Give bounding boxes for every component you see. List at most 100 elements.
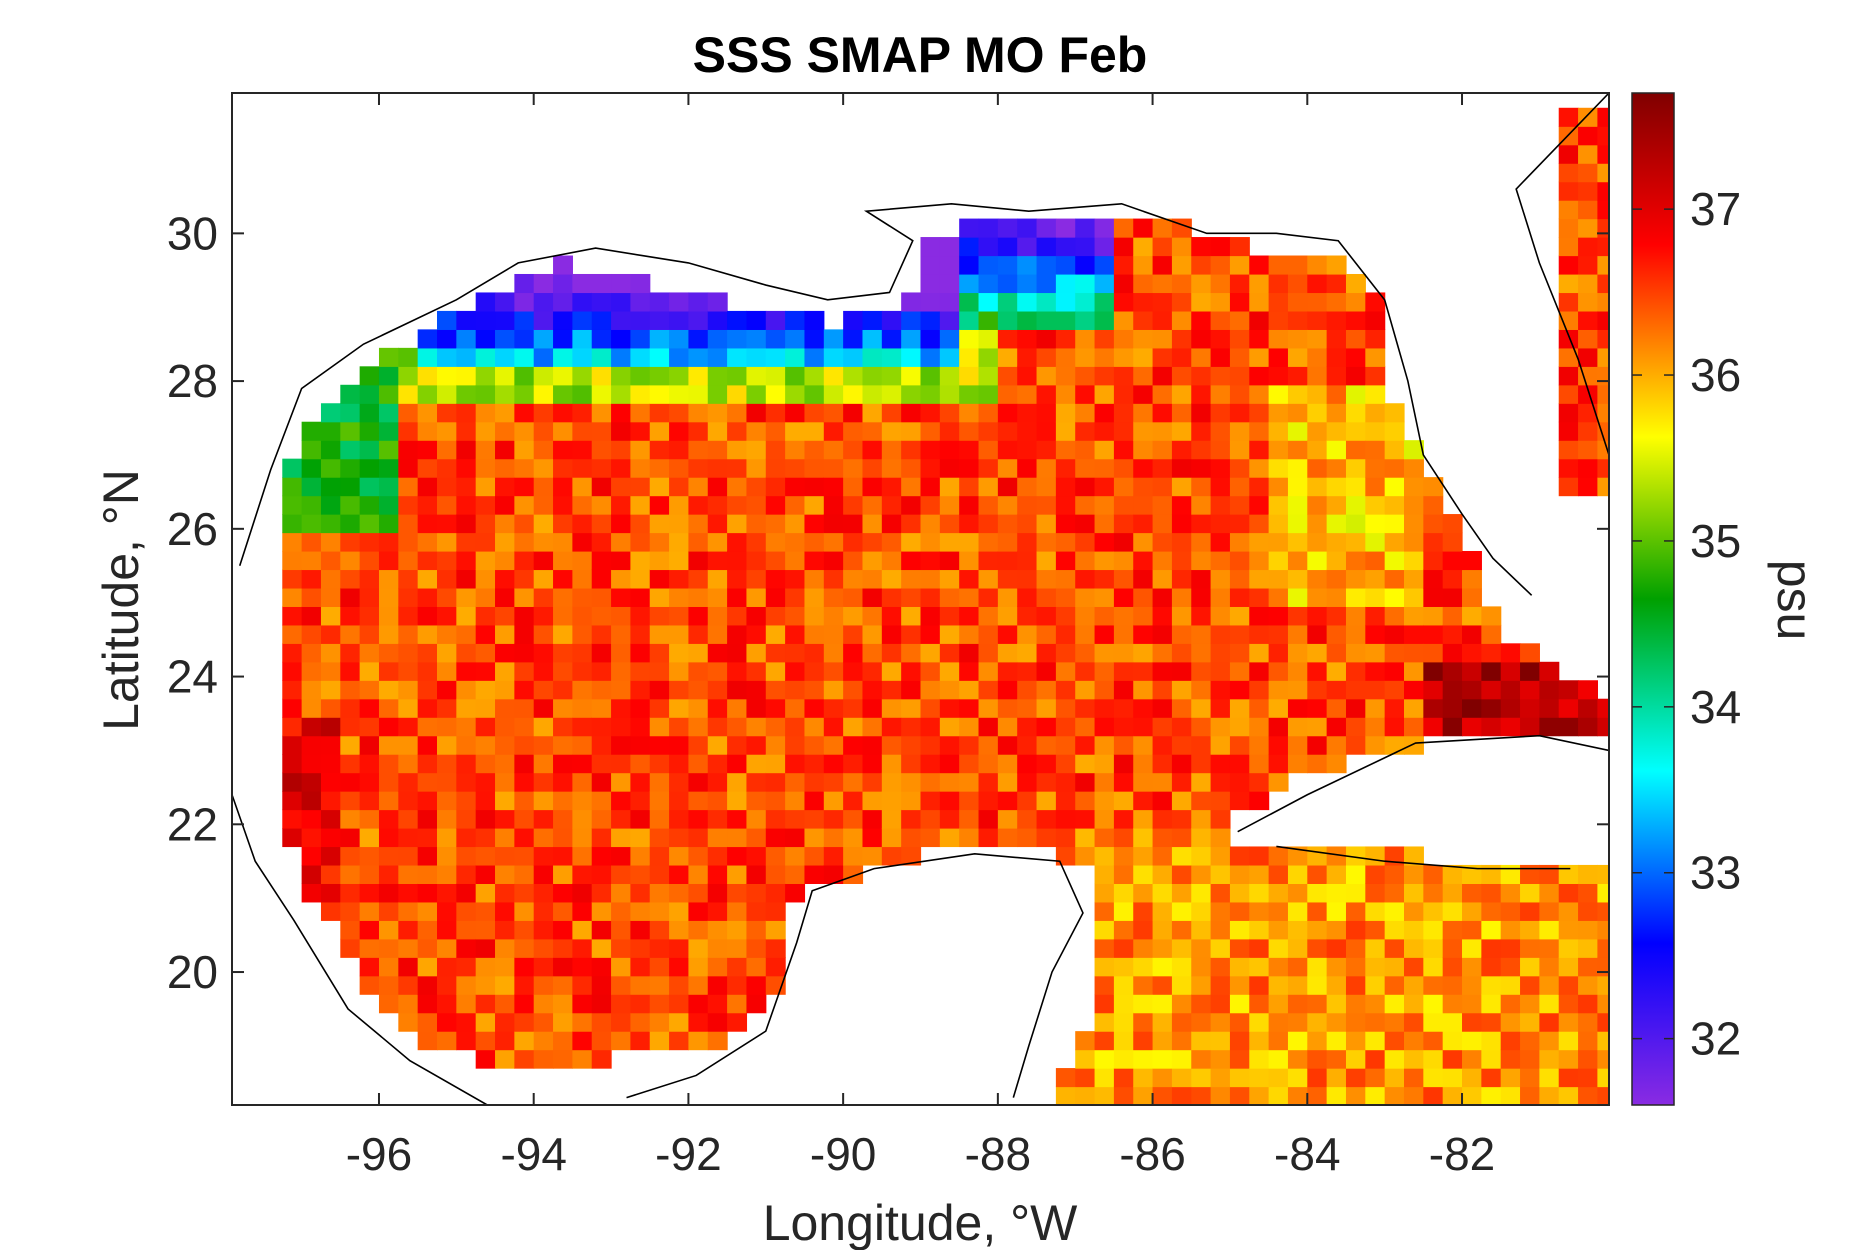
salinity-cell: [1326, 458, 1347, 478]
salinity-cell: [746, 920, 767, 940]
salinity-cell: [920, 827, 941, 848]
salinity-cell: [746, 827, 767, 848]
salinity-cell: [611, 735, 632, 755]
salinity-cell: [881, 403, 902, 423]
salinity-cell: [920, 292, 941, 312]
salinity-cell: [1578, 126, 1598, 146]
salinity-cell: [978, 550, 999, 571]
salinity-cell: [1307, 587, 1328, 607]
salinity-cell: [456, 495, 477, 515]
salinity-cell: [1403, 1086, 1424, 1105]
salinity-cell: [495, 661, 515, 681]
salinity-cell: [1500, 994, 1521, 1014]
salinity-cell: [1597, 938, 1609, 958]
salinity-cell: [765, 846, 786, 866]
salinity-cell: [572, 514, 593, 534]
salinity-cell: [959, 587, 980, 607]
salinity-cell: [1442, 1012, 1463, 1032]
salinity-cell: [1481, 1049, 1502, 1069]
salinity-cell: [301, 569, 322, 589]
salinity-cell: [1365, 846, 1386, 866]
salinity-cell: [1423, 495, 1444, 515]
salinity-cell: [1423, 477, 1444, 497]
salinity-cell: [727, 938, 748, 958]
salinity-cell: [1152, 994, 1173, 1014]
salinity-cell: [1326, 587, 1347, 607]
salinity-cell: [301, 717, 322, 737]
salinity-cell: [1152, 440, 1173, 460]
salinity-cell: [669, 421, 690, 441]
salinity-cell: [591, 994, 612, 1014]
salinity-cell: [1055, 458, 1076, 478]
salinity-cell: [1210, 717, 1231, 737]
salinity-cell: [1462, 864, 1482, 884]
salinity-cell: [939, 347, 960, 367]
salinity-cell: [997, 421, 1018, 441]
salinity-cell: [707, 624, 728, 644]
salinity-cell: [688, 1031, 709, 1051]
salinity-cell: [1017, 606, 1038, 626]
salinity-cell: [1036, 532, 1057, 552]
salinity-cell: [1539, 1031, 1560, 1051]
salinity-cell: [1326, 735, 1347, 755]
salinity-cell: [1229, 606, 1250, 626]
salinity-cell: [843, 864, 864, 884]
salinity-cell: [901, 846, 922, 866]
salinity-cell: [1113, 698, 1134, 718]
salinity-cell: [920, 569, 941, 589]
salinity-cell: [437, 495, 457, 515]
salinity-cell: [1384, 606, 1405, 626]
salinity-cell: [707, 440, 728, 460]
salinity-cell: [688, 920, 709, 940]
salinity-cell: [1345, 994, 1366, 1014]
salinity-cell: [1326, 1031, 1347, 1051]
salinity-cell: [1210, 606, 1231, 626]
salinity-cell: [1597, 717, 1609, 737]
salinity-cell: [1133, 237, 1154, 257]
salinity-cell: [1326, 864, 1347, 884]
salinity-cell: [1520, 920, 1540, 940]
salinity-cell: [1210, 384, 1231, 404]
salinity-cell: [1133, 809, 1154, 829]
salinity-cell: [1249, 1031, 1270, 1051]
salinity-cell: [1307, 403, 1328, 423]
salinity-cell: [398, 938, 419, 958]
salinity-cell: [1442, 661, 1463, 681]
salinity-cell: [611, 661, 632, 681]
salinity-cell: [572, 329, 593, 349]
salinity-cell: [359, 717, 380, 737]
salinity-cell: [1403, 994, 1424, 1014]
salinity-cell: [456, 421, 477, 441]
salinity-cell: [1249, 938, 1270, 958]
salinity-cell: [1287, 938, 1308, 958]
salinity-cell: [746, 514, 767, 534]
salinity-cell: [1094, 1068, 1115, 1088]
salinity-cell: [378, 366, 399, 386]
salinity-cell: [1403, 624, 1424, 644]
salinity-cell: [1365, 421, 1386, 441]
salinity-cell: [727, 717, 748, 737]
salinity-cell: [688, 292, 709, 312]
salinity-cell: [1113, 791, 1134, 811]
salinity-cell: [765, 329, 786, 349]
salinity-cell: [804, 624, 825, 644]
salinity-cell: [378, 994, 399, 1014]
salinity-cell: [1403, 846, 1424, 866]
salinity-cell: [997, 458, 1018, 478]
salinity-cell: [1462, 717, 1482, 737]
salinity-cell: [1152, 1086, 1173, 1105]
salinity-cell: [378, 920, 399, 940]
salinity-cell: [1152, 310, 1173, 330]
salinity-cell: [1365, 1086, 1386, 1105]
salinity-cell: [746, 698, 767, 718]
salinity-cell: [1036, 698, 1057, 718]
salinity-cell: [378, 698, 399, 718]
salinity-cell: [630, 347, 651, 367]
salinity-cell: [591, 366, 612, 386]
salinity-cell: [495, 624, 515, 644]
salinity-cell: [437, 550, 457, 571]
salinity-cell: [495, 754, 515, 774]
salinity-cell: [1191, 255, 1212, 275]
salinity-cell: [881, 827, 902, 848]
salinity-cell: [1133, 606, 1154, 626]
